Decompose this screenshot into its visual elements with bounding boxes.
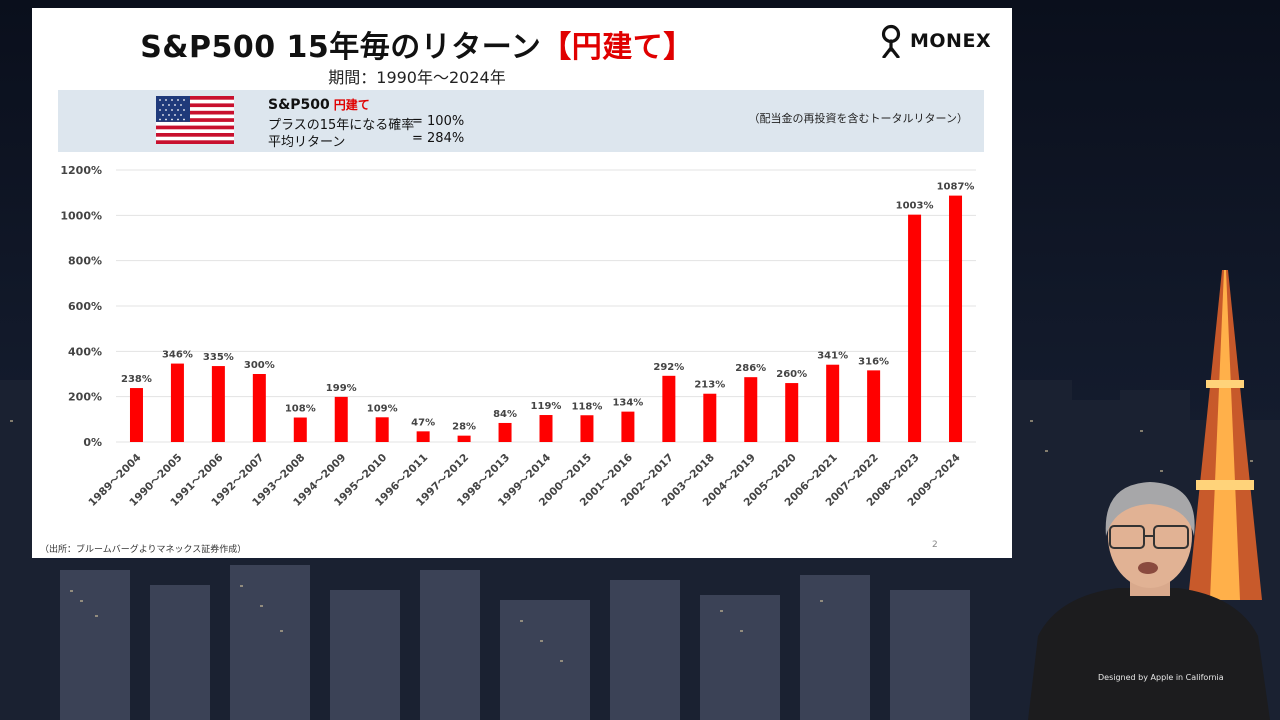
bar <box>375 417 389 442</box>
returns-bar-chart: 0%200%400%600%800%1000%1200%238%1989～200… <box>60 164 976 509</box>
y-tick-label: 800% <box>68 255 102 268</box>
bar-value-label: 109% <box>367 403 398 414</box>
average-return-value: = 284% <box>412 131 465 146</box>
us-flag-icon <box>156 96 234 144</box>
index-name-text: S&P500 <box>268 97 330 113</box>
y-tick-label: 0% <box>83 436 102 449</box>
bar <box>416 431 430 442</box>
bar-value-label: 300% <box>244 360 275 371</box>
bar-value-label: 108% <box>285 404 316 415</box>
bar-value-label: 47% <box>411 417 435 428</box>
index-name: S&P500 円建て <box>268 96 370 113</box>
y-tick-label: 1000% <box>60 209 102 222</box>
bar <box>703 393 717 442</box>
shirt-print: Designed by Apple in California <box>1098 673 1224 682</box>
bar <box>826 364 840 442</box>
bar <box>580 415 594 442</box>
bar <box>908 214 922 442</box>
source-note: （出所：ブルームバーグよりマネックス証券作成） <box>40 545 247 555</box>
bar <box>129 388 143 442</box>
bar-value-label: 341% <box>817 351 848 362</box>
bar <box>211 366 225 442</box>
bar-value-label: 119% <box>531 401 562 412</box>
y-tick-label: 400% <box>68 345 102 358</box>
bar <box>621 411 635 442</box>
bar-value-label: 346% <box>162 350 193 361</box>
bar-value-label: 118% <box>571 401 602 412</box>
bar <box>170 363 184 442</box>
bar <box>334 396 348 442</box>
tokyo-tower-icon <box>1188 270 1262 600</box>
slide: S&P500 15年毎のリターン【円建て】 期間：1990年～2024年 MON… <box>32 8 1012 558</box>
bar-value-label: 292% <box>653 362 684 373</box>
bar-value-label: 28% <box>452 422 476 433</box>
logo-text: MONEX <box>910 30 992 52</box>
bar-value-label: 238% <box>121 374 152 385</box>
title-accent: 【円建て】 <box>541 30 694 65</box>
bar-value-label: 260% <box>776 369 807 380</box>
y-tick-label: 1200% <box>60 164 102 177</box>
slide-title: S&P500 15年毎のリターン【円建て】 <box>32 22 802 66</box>
bar-value-label: 84% <box>493 409 517 420</box>
bar-value-label: 335% <box>203 352 234 363</box>
bar <box>293 417 307 442</box>
page-number: 2 <box>932 540 938 550</box>
y-tick-label: 600% <box>68 300 102 313</box>
bar <box>498 422 512 442</box>
bar <box>744 377 758 442</box>
monex-logo-icon <box>881 24 901 58</box>
y-tick-label: 200% <box>68 391 102 404</box>
bar <box>252 374 266 442</box>
total-return-note: （配当金の再投資を含むトータルリターン） <box>748 112 968 125</box>
presenter-video <box>1028 482 1270 720</box>
bar <box>662 375 676 442</box>
bar-value-label: 213% <box>694 380 725 391</box>
bar-value-label: 1003% <box>896 201 934 212</box>
monex-logo: MONEX <box>878 24 991 58</box>
summary-banner: S&P500 円建て プラスの15年になる確率 = 100% 平均リターン = 2… <box>58 90 984 152</box>
positive-rate-label: プラスの15年になる確率 <box>268 118 415 133</box>
bar-value-label: 199% <box>326 383 357 394</box>
positive-rate-value: = 100% <box>412 114 465 129</box>
bar <box>457 435 471 442</box>
bar-value-label: 134% <box>612 398 643 409</box>
bar <box>867 370 881 442</box>
currency-label: 円建て <box>333 98 370 112</box>
slide-subtitle: 期間：1990年～2024年 <box>328 68 506 87</box>
bar <box>949 195 963 442</box>
title-main: S&P500 15年毎のリターン <box>140 30 542 65</box>
bar <box>539 415 553 442</box>
bar-value-label: 286% <box>735 363 766 374</box>
bar-value-label: 1087% <box>937 182 975 193</box>
average-return-label: 平均リターン <box>268 135 346 150</box>
bar-value-label: 316% <box>858 356 889 367</box>
bar <box>785 383 799 442</box>
